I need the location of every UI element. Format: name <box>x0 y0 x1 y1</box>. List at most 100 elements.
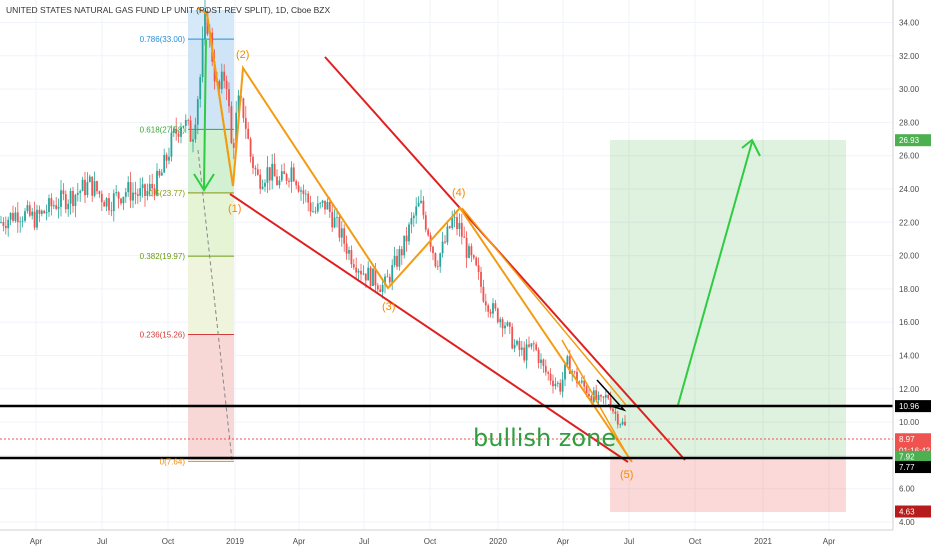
wave-label-1: (1) <box>228 203 241 215</box>
candle-body <box>614 411 617 414</box>
x-tick-label: Jul <box>97 537 107 546</box>
candle-body <box>489 311 492 314</box>
y-tick-label: 28.00 <box>899 118 920 127</box>
candle-body <box>472 255 475 258</box>
down-arrow-line[interactable] <box>203 39 207 189</box>
candle-body <box>568 356 571 374</box>
wave-label-5: (5) <box>620 469 633 481</box>
candle-body <box>590 396 593 403</box>
candle-body <box>7 219 10 229</box>
candle-body <box>271 163 274 181</box>
target-zone <box>610 140 846 457</box>
x-tick-label: Apr <box>823 537 836 546</box>
candle-body <box>249 138 252 157</box>
candle-body <box>48 198 50 213</box>
candle-body <box>9 212 12 220</box>
candle-body <box>405 235 408 242</box>
candle-body <box>540 359 542 363</box>
candle-body <box>86 182 89 196</box>
candle-body <box>475 257 478 266</box>
candle-body <box>108 198 110 211</box>
candle-body <box>295 181 298 186</box>
x-tick-label: Apr <box>557 537 570 546</box>
candle-body <box>393 255 396 266</box>
candle-body <box>501 319 504 329</box>
fib-level-label: 0.5(23.77) <box>149 189 186 198</box>
candle-body <box>26 205 29 212</box>
candle-body <box>506 322 509 326</box>
candle-body <box>79 191 82 193</box>
candle-body <box>530 343 533 347</box>
candle-body <box>218 81 221 90</box>
candle-body <box>316 203 319 212</box>
candle-body <box>297 185 300 192</box>
candle-body <box>338 216 341 238</box>
candle-body <box>357 270 360 273</box>
candle-body <box>172 128 175 133</box>
candle-body <box>69 190 72 204</box>
candle-body <box>148 183 151 191</box>
wedge-upper-line[interactable] <box>461 207 627 406</box>
candle-body <box>508 322 511 327</box>
candle-body <box>549 373 552 381</box>
candle-body <box>189 120 192 142</box>
candle-body <box>132 192 134 201</box>
candle-body <box>520 347 523 350</box>
candle-body <box>350 250 353 265</box>
candle-body <box>367 267 370 281</box>
candle-body <box>81 179 84 192</box>
candle-body <box>283 171 286 174</box>
y-tick-label: 34.00 <box>899 19 920 28</box>
candle-body <box>266 167 269 183</box>
candle-body <box>64 194 67 210</box>
candle-body <box>33 211 36 228</box>
candle-body <box>364 273 367 281</box>
candle-body <box>408 224 410 242</box>
candle-body <box>304 193 307 195</box>
fib-retracement[interactable] <box>188 10 234 462</box>
candle-body <box>528 344 530 347</box>
candle-body <box>163 154 166 173</box>
candle-body <box>28 205 31 216</box>
candle-body <box>516 340 518 345</box>
candle-body <box>122 196 125 204</box>
candle-body <box>573 371 576 373</box>
candle-body <box>564 364 566 380</box>
candle-body <box>141 184 144 189</box>
candle-body <box>535 344 538 350</box>
y-tick-label: 20.00 <box>899 252 920 261</box>
candle-body <box>542 359 545 366</box>
elliott-wave-line[interactable] <box>206 13 633 463</box>
candle-body <box>556 382 559 384</box>
candle-body <box>278 180 281 186</box>
candle-body <box>55 205 58 209</box>
candle-body <box>300 190 302 192</box>
candle-body <box>417 202 420 207</box>
candle-body <box>441 241 444 254</box>
candle-body <box>100 193 103 203</box>
candle-body <box>290 167 293 182</box>
candle-body <box>280 171 283 181</box>
y-tick-label: 14.00 <box>899 352 920 361</box>
up-arrow-head <box>741 138 761 157</box>
candle-body <box>62 190 65 195</box>
candle-body <box>420 200 422 203</box>
candle-body <box>360 270 362 275</box>
y-tick-label: 30.00 <box>899 85 920 94</box>
x-tick-label: 2021 <box>754 537 772 546</box>
drawings[interactable] <box>0 7 893 463</box>
up-arrow-line[interactable] <box>677 141 753 406</box>
time-axis[interactable]: Apr Jul Oct 2019 Apr Jul Oct 2020 Apr Jul Oct 2021 A… <box>30 537 836 546</box>
candle-body <box>396 255 398 267</box>
candle-body <box>400 249 403 256</box>
fib-zone-red <box>188 334 234 460</box>
channel-lower-line[interactable] <box>229 193 629 463</box>
candle-body <box>182 125 185 128</box>
candle-body <box>177 133 180 137</box>
candle-body <box>612 408 614 412</box>
wedge-lower-line[interactable] <box>561 339 631 461</box>
candle-body <box>460 222 463 237</box>
fib-diagonal-dashed <box>197 149 233 461</box>
candle-body <box>38 209 41 214</box>
